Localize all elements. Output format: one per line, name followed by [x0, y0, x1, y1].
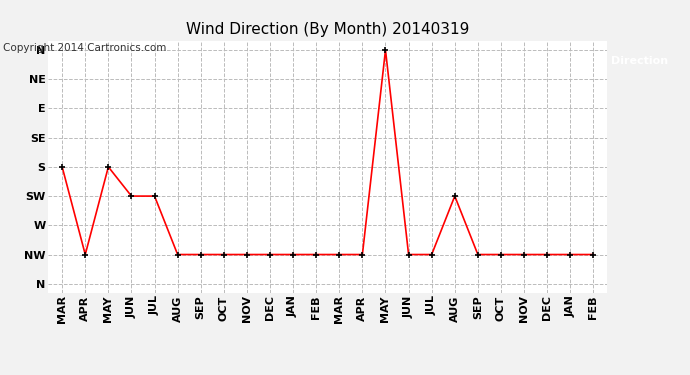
Text: Copyright 2014 Cartronics.com: Copyright 2014 Cartronics.com: [3, 43, 167, 52]
Title: Wind Direction (By Month) 20140319: Wind Direction (By Month) 20140319: [186, 22, 469, 37]
Text: Direction: Direction: [611, 56, 668, 66]
